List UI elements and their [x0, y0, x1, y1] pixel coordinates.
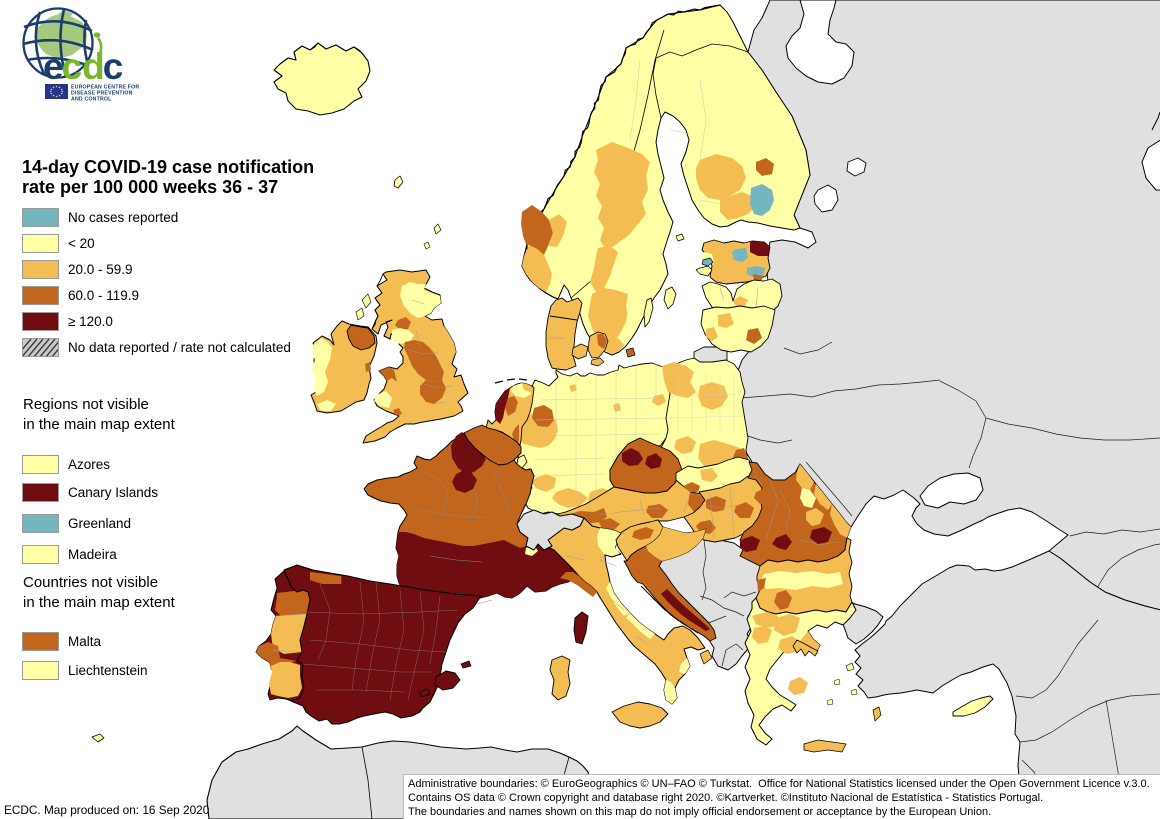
svg-text:ecdc: ecdc	[43, 46, 123, 87]
svg-text:AND CONTROL: AND CONTROL	[71, 97, 112, 103]
svg-text:EUROPEAN CENTRE FOR: EUROPEAN CENTRE FOR	[71, 85, 139, 91]
svg-text:DISEASE PREVENTION: DISEASE PREVENTION	[71, 91, 133, 97]
